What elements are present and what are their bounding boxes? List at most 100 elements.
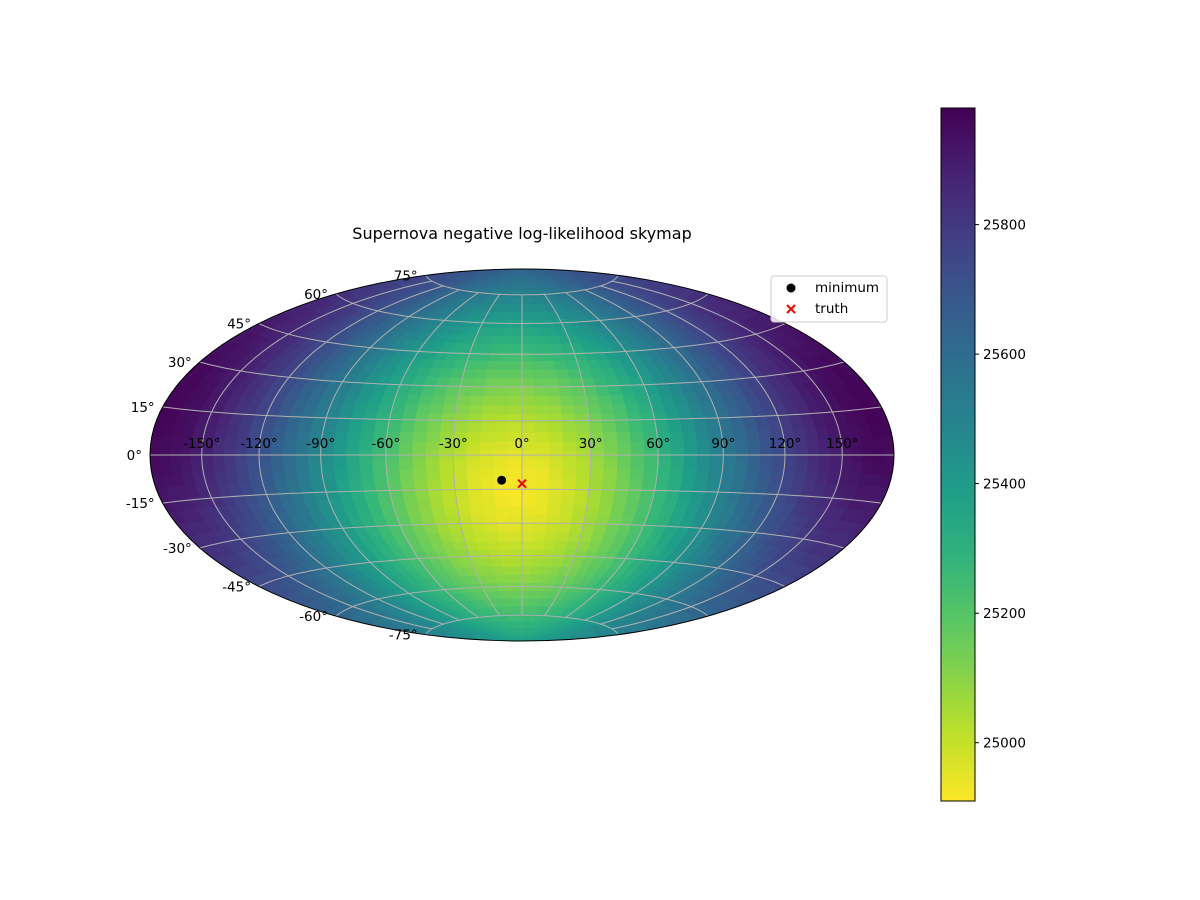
heatmap-cell — [159, 460, 173, 475]
heatmap-cell — [201, 460, 215, 473]
heatmap-cell — [521, 495, 536, 506]
heatmap-cell — [494, 413, 510, 424]
heatmap-cell — [561, 477, 577, 488]
heatmap-cell — [521, 574, 532, 584]
heatmap-cell — [477, 549, 492, 559]
colorbar-tick-label: 25000 — [983, 736, 1026, 752]
heatmap-cell — [617, 459, 632, 470]
heatmap-cell — [401, 412, 418, 423]
heatmap-cell — [510, 360, 523, 370]
heatmap-cell — [223, 437, 238, 450]
colorbar-tick-label: 25800 — [983, 218, 1026, 234]
heatmap-cell — [468, 404, 484, 415]
heatmap-cell — [588, 422, 604, 433]
heatmap-cell — [466, 468, 482, 479]
heatmap-cell — [456, 505, 472, 516]
heatmap-cell — [641, 478, 658, 489]
heatmap-cell — [235, 459, 249, 472]
heatmap-cell — [521, 422, 537, 433]
heatmap-cell — [458, 385, 474, 396]
heatmap-cell — [508, 504, 523, 515]
heatmap-cell — [481, 413, 496, 424]
heatmap-cell — [414, 487, 431, 498]
heatmap-cell — [470, 513, 486, 524]
heatmap-cell — [745, 469, 761, 482]
heatmap-cell — [372, 459, 387, 470]
heatmap-cell — [559, 395, 575, 406]
heatmap-cell — [771, 459, 786, 472]
heatmap-cell — [533, 531, 547, 542]
heatmap-cell — [795, 459, 809, 472]
heatmap-cell — [445, 514, 461, 525]
heatmap-cell — [546, 395, 562, 406]
heatmap-cell — [385, 459, 401, 470]
heatmap-cell — [467, 422, 483, 433]
heatmap-cell — [806, 437, 821, 450]
heatmap-cell — [511, 335, 523, 345]
heatmap-cell — [494, 440, 509, 451]
heatmap-cell — [603, 459, 619, 470]
heatmap-cell — [348, 478, 364, 490]
heatmap-cell — [441, 486, 457, 498]
heatmap-cell — [584, 394, 601, 405]
heatmap-cell — [643, 459, 659, 470]
lon-tick-label: -120° — [240, 436, 277, 452]
heatmap-cell — [412, 468, 428, 479]
heatmap-cell — [452, 459, 468, 470]
heatmap-cell — [534, 495, 549, 506]
heatmap-cell — [472, 522, 487, 533]
heatmap-cell — [670, 440, 685, 451]
grid-line-lon — [543, 294, 592, 616]
heatmap-cell — [629, 430, 645, 442]
heatmap-cell — [532, 360, 546, 370]
heatmap-cell — [531, 343, 544, 353]
heatmap-cell — [348, 420, 364, 432]
heatmap-cell — [246, 459, 261, 472]
lat-tick-label: 60° — [304, 287, 328, 303]
heatmap-cell — [416, 496, 432, 507]
legend: minimum truth — [770, 275, 888, 323]
heatmap-cell — [599, 403, 615, 414]
colorbar: 25000 25200 25400 25600 25800 — [940, 107, 1026, 802]
heatmap-cell — [399, 468, 415, 480]
heatmap-cell — [709, 459, 724, 471]
grid-line-lon — [565, 292, 659, 618]
heatmap-cell — [732, 429, 748, 441]
heatmap-cell — [521, 311, 530, 320]
heatmap-cell — [495, 404, 510, 415]
heatmap-cell — [545, 377, 560, 388]
heatmap-cell — [283, 428, 299, 441]
heatmap-cell — [480, 468, 496, 479]
lat-tick-label: 15° — [131, 400, 155, 416]
heatmap-cell — [683, 459, 698, 471]
grid-line-lon — [385, 292, 479, 618]
heatmap-cell — [414, 412, 431, 423]
lon-tick-label: -150° — [183, 436, 220, 452]
heatmap-cell — [321, 469, 337, 481]
heatmap-cell — [680, 478, 696, 490]
heatmap-cell — [861, 460, 875, 474]
lon-tick-label: -30° — [439, 436, 468, 452]
heatmap-cell — [282, 459, 297, 471]
heatmap-cell — [346, 469, 362, 480]
heatmap-cell — [426, 421, 443, 433]
heatmap-cell — [535, 440, 550, 451]
heatmap-cell — [560, 495, 576, 506]
heatmap-cell — [757, 469, 773, 482]
heatmap-cell — [545, 522, 560, 533]
heatmap-cell — [492, 565, 505, 576]
heatmap-cell — [654, 421, 671, 432]
heatmap-cell — [546, 504, 562, 515]
grid-line-lon — [611, 280, 843, 630]
heatmap-cell — [497, 368, 511, 379]
heatmap-cell — [412, 431, 428, 442]
heatmap-cell — [506, 590, 516, 599]
heatmap-cell — [616, 468, 632, 479]
heatmap-cell — [496, 386, 511, 397]
heatmap-cell — [453, 477, 469, 488]
lon-tick-label: 90° — [711, 436, 735, 452]
heatmap-cell — [521, 540, 534, 550]
heatmap-cell — [484, 522, 499, 533]
colorbar-tick-label: 25600 — [983, 347, 1026, 363]
heatmap-cell — [508, 404, 523, 415]
